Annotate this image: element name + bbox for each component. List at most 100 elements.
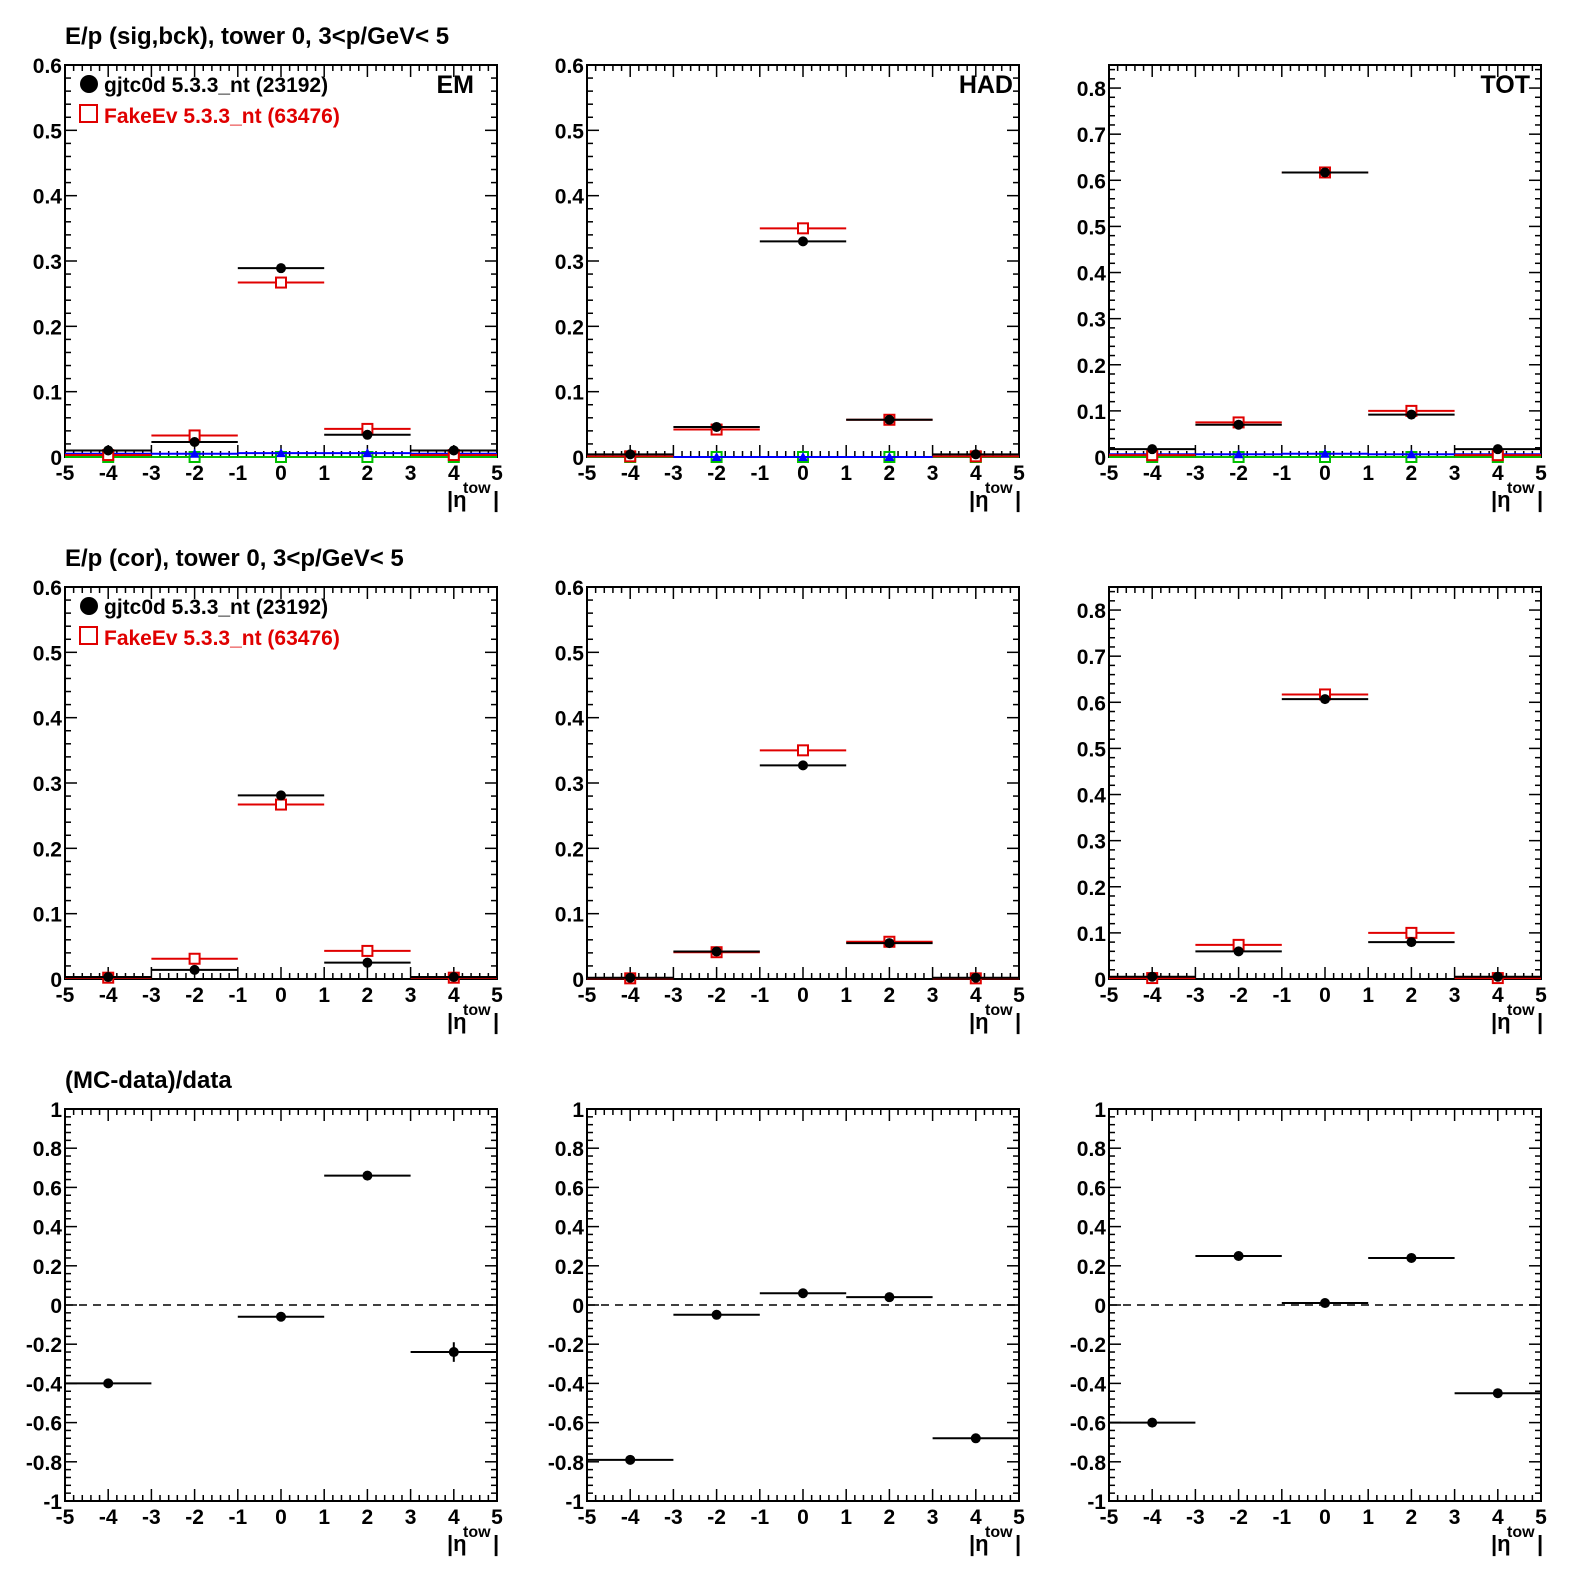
x-tick-label: 1: [318, 462, 330, 485]
data-point-data: [103, 972, 114, 983]
x-tick-label: -2: [1229, 984, 1248, 1007]
series-data: [1109, 694, 1541, 982]
y-tick-label: 0.1: [1077, 923, 1107, 946]
x-tick-label: 3: [405, 984, 417, 1007]
series-data: [65, 1170, 497, 1389]
x-axis-label-superscript: tow: [463, 1002, 491, 1019]
x-axis-label: |η: [1491, 487, 1511, 512]
x-tick-label: -2: [707, 462, 726, 485]
plot-area: 00.10.20.30.40.50.6-5 -4 -3 -2 -1 0 1 2 3 4 5|ηtow…: [26, 55, 1547, 1556]
y-tick-label: 0.3: [33, 773, 62, 796]
y-tick-label: 0.5: [555, 642, 585, 665]
x-tick-label: 4: [970, 1506, 982, 1529]
x-tick-label: 1: [318, 984, 330, 1007]
x-axis-label: |η: [447, 1531, 467, 1556]
data-point-data: [711, 421, 722, 432]
legend-top: gjtc0d 5.3.3_nt (23192) FakeEv 5.3.3_nt …: [79, 74, 340, 128]
data-point-data: [798, 1288, 808, 1299]
data-point-sig: [798, 452, 808, 461]
data-point-sig: [884, 452, 895, 461]
panel-0-2: 0 0.1 0.2 0.3 0.4 0.5 0.6 0.7 0.8 -5 -4 -3 -2 -1 0 1 2 3 4…: [1077, 64, 1547, 512]
y-tick-label: 0.6: [33, 55, 62, 78]
x-tick-label: -5: [578, 984, 597, 1007]
legend-data-label: gjtc0d 5.3.3_nt (23192): [104, 74, 328, 97]
data-point-data: [970, 972, 981, 983]
data-point-data: [1233, 1251, 1244, 1261]
x-tick-label: 5: [1013, 984, 1025, 1007]
x-axis-label: |η: [969, 1009, 989, 1034]
y-tick-label: -1: [565, 1491, 584, 1514]
x-tick-label: -1: [228, 462, 247, 485]
data-point-mc: [797, 222, 809, 235]
data-point-mc: [1405, 926, 1418, 939]
series-data: [587, 236, 1019, 460]
series-data: [1109, 167, 1541, 455]
data-point-data: [1492, 1388, 1503, 1399]
data-point-sig: [276, 448, 286, 458]
data-point-data: [276, 263, 286, 274]
series-data: [1109, 1251, 1541, 1428]
y-tick-label: 0.2: [555, 838, 584, 861]
series-data: [65, 263, 497, 456]
x-tick-label: 0: [275, 984, 287, 1007]
series-data: [587, 1288, 1019, 1465]
x-tick-label: -1: [750, 984, 769, 1007]
x-axis-label: |η: [1491, 1009, 1511, 1034]
y-tick-label: 0.2: [1077, 1256, 1106, 1279]
panel-2-2: -1 -0.8 -0.6 -0.4 -0.2 0 0.2 0.4 0.6 0.8 1 -5 -4 -3 -2…: [1070, 1099, 1547, 1556]
data-point-data: [1320, 1298, 1330, 1309]
data-point-data: [276, 790, 286, 801]
y-tick-label: 0.6: [1077, 170, 1106, 193]
y-tick-label: 0.7: [1077, 124, 1106, 147]
x-tick-label: 1: [840, 984, 852, 1007]
y-tick-label: 0.4: [555, 186, 585, 209]
x-tick-label: -2: [185, 984, 204, 1007]
x-tick-label: -5: [56, 984, 75, 1007]
y-tick-label: 0.6: [1077, 1177, 1106, 1200]
data-point-mc: [275, 798, 287, 811]
y-tick-label: 0.1: [555, 904, 585, 927]
x-tick-label: 2: [362, 1506, 374, 1529]
x-tick-label: 3: [405, 1506, 417, 1529]
x-tick-label: -4: [621, 984, 640, 1007]
x-tick-label: -4: [1143, 1506, 1162, 1529]
data-point-data: [625, 449, 636, 460]
x-axis-label-close: |: [493, 1531, 499, 1556]
y-tick-label: 0.3: [555, 251, 584, 274]
legend-mc-label: FakeEv 5.3.3_nt (63476): [104, 105, 340, 128]
x-tick-label: -2: [1229, 462, 1248, 485]
y-tick-label: 0.2: [555, 1256, 584, 1279]
x-tick-label: -5: [578, 1506, 597, 1529]
data-point-data: [625, 972, 636, 983]
x-tick-label: 3: [927, 462, 939, 485]
y-tick-label: -0.4: [548, 1373, 585, 1396]
data-point-sig: [189, 448, 200, 458]
y-tick-label: 0.2: [1077, 355, 1106, 378]
x-tick-label: -5: [1100, 1506, 1119, 1529]
x-tick-label: -5: [578, 462, 597, 485]
data-point-data: [448, 445, 459, 456]
data-point-data: [884, 414, 895, 425]
y-tick-label: -0.6: [26, 1413, 62, 1436]
y-tick-label: 0.6: [555, 55, 584, 78]
data-point-mc: [188, 952, 201, 965]
x-axis-label-superscript: tow: [463, 1524, 491, 1541]
y-tick-label: 0.4: [1077, 1217, 1107, 1240]
y-tick-label: -1: [43, 1491, 62, 1514]
panel-2-0: -1 -0.8 -0.6 -0.4 -0.2 0 0.2 0.4 0.6 0.8 1 -5 -4 -3 -2…: [26, 1099, 503, 1556]
x-axis-label-superscript: tow: [985, 480, 1013, 497]
x-tick-label: 1: [1362, 984, 1374, 1007]
x-tick-label: -1: [750, 1506, 769, 1529]
x-axis-label-close: |: [1537, 1531, 1543, 1556]
data-point-data: [103, 1378, 114, 1389]
data-point-data: [625, 1454, 636, 1465]
data-point-data: [448, 972, 459, 983]
x-tick-label: -4: [1143, 984, 1162, 1007]
series-data: [65, 790, 497, 983]
y-tick-label: -0.4: [1070, 1373, 1107, 1396]
x-tick-label: -3: [664, 462, 683, 485]
data-point-data: [711, 1309, 722, 1320]
y-tick-label: 0.3: [1077, 831, 1106, 854]
x-tick-label: 4: [448, 1506, 460, 1529]
